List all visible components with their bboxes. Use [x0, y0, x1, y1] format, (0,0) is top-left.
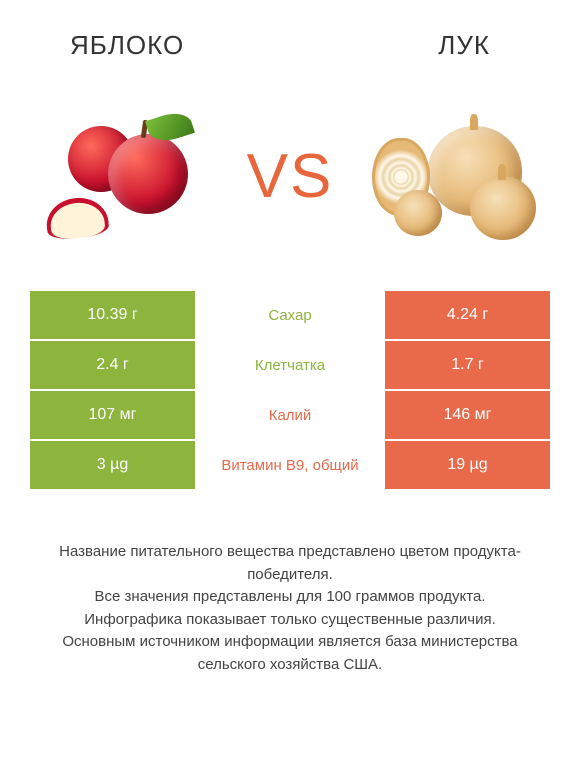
cell-nutrient-label: Калий [195, 391, 385, 439]
footer-line: Инфографика показывает только существенн… [30, 609, 550, 632]
cell-left-value: 10.39 г [30, 291, 195, 339]
header: ЯБЛОКО ЛУК [0, 0, 580, 71]
cell-right-value: 146 мг [385, 391, 550, 439]
cell-right-value: 4.24 г [385, 291, 550, 339]
table-row: 107 мгКалий146 мг [30, 391, 550, 439]
footer-notes: Название питательного вещества представл… [0, 491, 580, 676]
footer-line: Название питательного вещества представл… [30, 541, 550, 586]
cell-left-value: 2.4 г [30, 341, 195, 389]
footer-line: Основным источником информации является … [30, 631, 550, 676]
cell-right-value: 1.7 г [385, 341, 550, 389]
table-row: 3 µgВитамин B9, общий19 µg [30, 441, 550, 489]
cell-nutrient-label: Клетчатка [195, 341, 385, 389]
onion-illustration [370, 96, 540, 256]
title-right: ЛУК [438, 30, 490, 61]
images-row: VS [0, 71, 580, 291]
cell-nutrient-label: Сахар [195, 291, 385, 339]
comparison-table: 10.39 гСахар4.24 г2.4 гКлетчатка1.7 г107… [0, 291, 580, 491]
cell-right-value: 19 µg [385, 441, 550, 489]
apple-illustration [40, 96, 210, 256]
footer-line: Все значения представлены для 100 граммо… [30, 586, 550, 609]
table-row: 2.4 гКлетчатка1.7 г [30, 341, 550, 389]
cell-nutrient-label: Витамин B9, общий [195, 441, 385, 489]
vs-label: VS [247, 141, 334, 212]
table-row: 10.39 гСахар4.24 г [30, 291, 550, 339]
cell-left-value: 107 мг [30, 391, 195, 439]
title-left: ЯБЛОКО [70, 30, 184, 61]
cell-left-value: 3 µg [30, 441, 195, 489]
